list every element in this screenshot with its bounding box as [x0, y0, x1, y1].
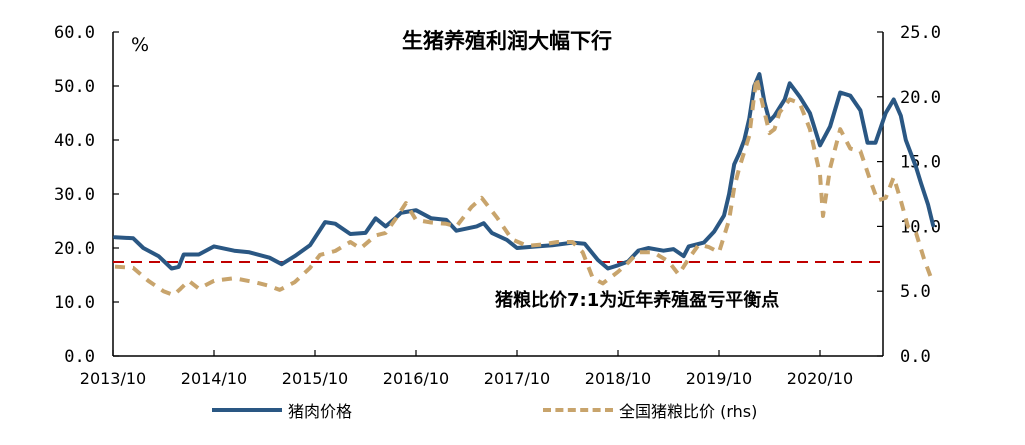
legend: 猪肉价格 全国猪粮比价 (rhs)	[0, 398, 1025, 426]
left-y-axis: 60.0 50.0 40.0 30.0 20.0 10.0 0.0	[54, 23, 119, 367]
right-tick-label: 5.0	[900, 282, 931, 302]
legend-label: 猪肉价格	[288, 402, 353, 421]
breakeven-annotation: 猪粮比价7:1为近年养殖盈亏平衡点	[494, 289, 779, 311]
left-tick-label: 50.0	[54, 77, 95, 97]
x-tick-label: 2020/10	[787, 369, 853, 388]
left-tick-label: 30.0	[54, 185, 95, 205]
x-tick-label: 2017/10	[484, 369, 550, 388]
x-tick-label: 2019/10	[686, 369, 752, 388]
x-tick-label: 2013/10	[80, 369, 146, 388]
legend-item-pork-price: 猪肉价格	[212, 398, 352, 422]
x-tick-label: 2015/10	[282, 369, 348, 388]
left-axis-unit: %	[131, 34, 149, 56]
x-tick-label: 2014/10	[181, 369, 247, 388]
chart-title: 生猪养殖利润大幅下行	[402, 28, 612, 53]
left-tick-label: 40.0	[54, 131, 95, 151]
right-tick-label: 15.0	[900, 153, 941, 173]
legend-label: 全国猪粮比价 (rhs)	[619, 402, 758, 421]
series-layer	[113, 72, 936, 298]
dashed-line-swatch-icon	[543, 408, 613, 412]
right-tick-label: 0.0	[900, 347, 931, 367]
pork-price-line	[113, 72, 936, 271]
legend-item-pig-grain-ratio: 全国猪粮比价 (rhs)	[543, 398, 757, 422]
left-tick-label: 10.0	[54, 293, 95, 313]
left-tick-label: 20.0	[54, 239, 95, 259]
x-tick-label: 2018/10	[585, 369, 651, 388]
right-tick-label: 20.0	[900, 88, 941, 108]
right-tick-label: 25.0	[900, 23, 941, 43]
pig-grain-ratio-line	[114, 75, 935, 298]
left-tick-label: 0.0	[64, 347, 95, 367]
solid-line-swatch-icon	[212, 408, 282, 412]
left-tick-label: 60.0	[54, 23, 95, 43]
x-axis: 2013/10 2014/10 2015/10 2016/10 2017/10 2018/…	[80, 350, 883, 388]
x-tick-label: 2016/10	[383, 369, 449, 388]
